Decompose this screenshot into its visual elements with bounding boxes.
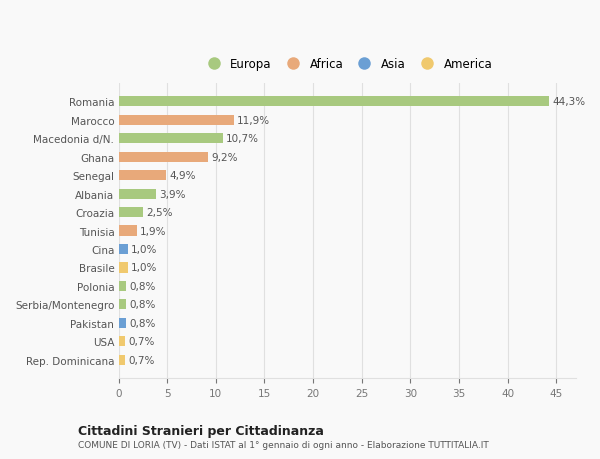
Text: 0,7%: 0,7%	[128, 336, 155, 347]
Text: 11,9%: 11,9%	[237, 116, 271, 125]
Bar	[119, 171, 166, 181]
Text: 44,3%: 44,3%	[552, 97, 586, 107]
Text: 0,8%: 0,8%	[129, 318, 155, 328]
Bar	[119, 263, 128, 273]
Bar	[119, 134, 223, 144]
Bar	[119, 244, 128, 255]
Text: 3,9%: 3,9%	[160, 189, 186, 199]
Text: 4,9%: 4,9%	[169, 171, 196, 181]
Bar	[119, 281, 127, 291]
Bar	[119, 226, 137, 236]
Text: 0,8%: 0,8%	[129, 300, 155, 310]
Bar	[119, 189, 157, 199]
Bar	[119, 300, 127, 310]
Text: 2,5%: 2,5%	[146, 207, 172, 218]
Bar	[119, 116, 234, 126]
Text: 0,7%: 0,7%	[128, 355, 155, 365]
Bar	[119, 97, 550, 107]
Text: 9,2%: 9,2%	[211, 152, 238, 162]
Text: Cittadini Stranieri per Cittadinanza: Cittadini Stranieri per Cittadinanza	[78, 424, 324, 437]
Text: 10,7%: 10,7%	[226, 134, 259, 144]
Bar	[119, 336, 125, 347]
Text: 1,9%: 1,9%	[140, 226, 166, 236]
Text: 1,0%: 1,0%	[131, 245, 158, 254]
Text: COMUNE DI LORIA (TV) - Dati ISTAT al 1° gennaio di ogni anno - Elaborazione TUTT: COMUNE DI LORIA (TV) - Dati ISTAT al 1° …	[78, 441, 489, 449]
Text: 1,0%: 1,0%	[131, 263, 158, 273]
Bar	[119, 152, 208, 162]
Bar	[119, 355, 125, 365]
Bar	[119, 207, 143, 218]
Text: 0,8%: 0,8%	[129, 281, 155, 291]
Bar	[119, 318, 127, 328]
Legend: Europa, Africa, Asia, America: Europa, Africa, Asia, America	[199, 54, 496, 74]
